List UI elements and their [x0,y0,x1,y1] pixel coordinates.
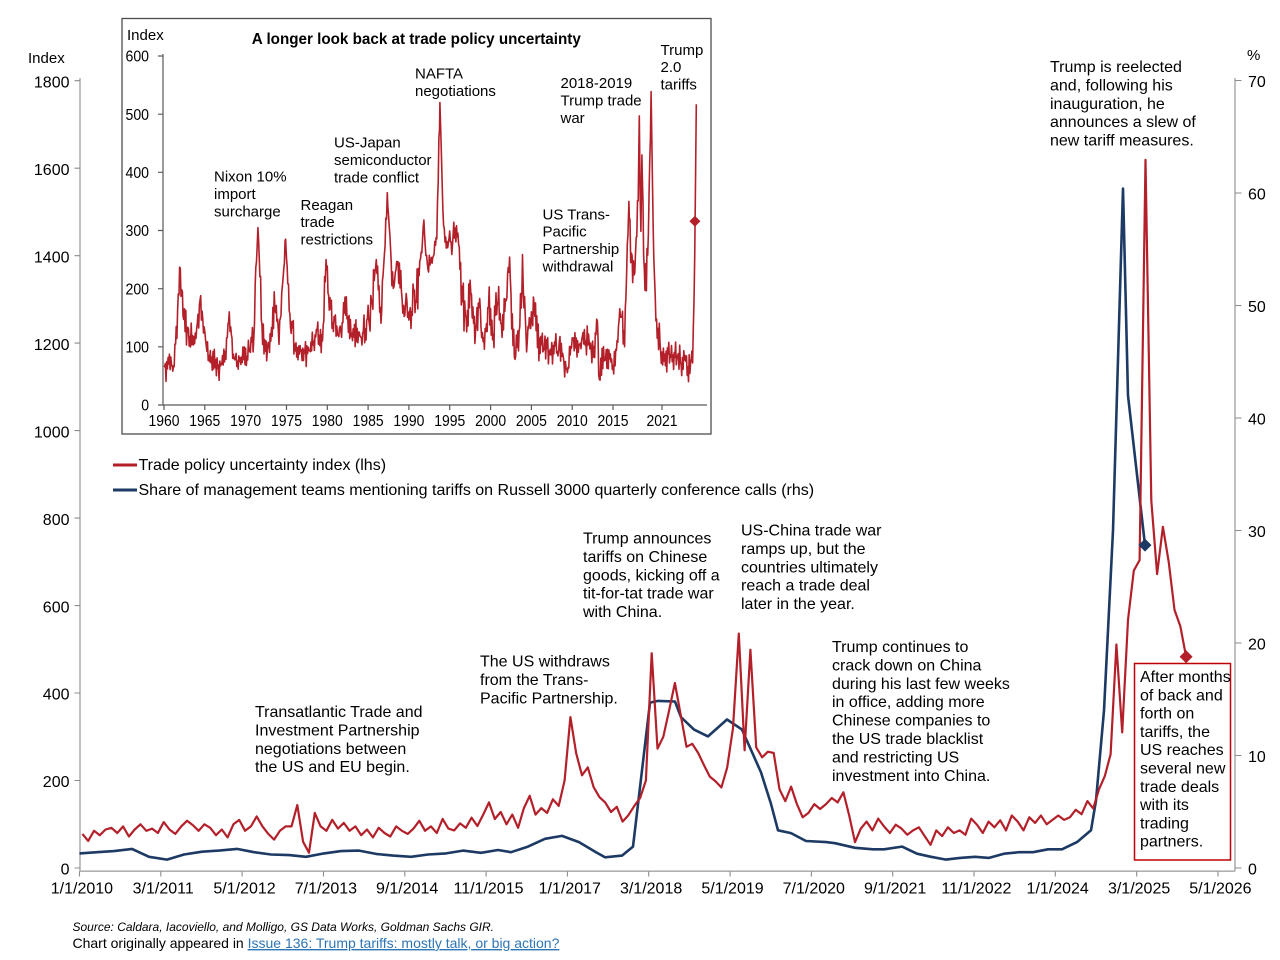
svg-text:100: 100 [126,340,150,357]
svg-text:1200: 1200 [34,337,70,354]
svg-text:1/1/2010: 1/1/2010 [51,881,113,898]
svg-text:200: 200 [126,281,150,298]
svg-text:9/1/2021: 9/1/2021 [864,881,926,898]
svg-text:800: 800 [43,512,70,529]
svg-text:600: 600 [126,49,150,66]
svg-text:Source: Caldara, Iacoviello, a: Source: Caldara, Iacoviello, and Molligo… [73,920,495,934]
svg-text:1965: 1965 [189,413,220,430]
svg-text:2000: 2000 [475,413,506,430]
svg-text:2021: 2021 [647,413,678,430]
svg-text:7/1/2020: 7/1/2020 [783,881,845,898]
svg-text:1980: 1980 [312,413,343,430]
svg-text:1985: 1985 [353,413,384,430]
svg-text:30: 30 [1248,524,1266,541]
svg-text:0: 0 [141,398,149,415]
svg-text:%: % [1247,47,1260,64]
svg-text:60: 60 [1248,187,1266,204]
svg-text:300: 300 [126,223,150,240]
svg-text:Share of management teams ment: Share of management teams mentioning tar… [139,482,815,499]
svg-text:7/1/2013: 7/1/2013 [295,881,357,898]
svg-text:11/1/2022: 11/1/2022 [941,881,1011,898]
svg-text:3/1/2011: 3/1/2011 [133,881,194,898]
svg-text:2015: 2015 [598,413,629,430]
svg-text:A longer look back at trade po: A longer look back at trade policy uncer… [252,31,581,48]
svg-text:1800: 1800 [34,74,70,91]
svg-text:1975: 1975 [271,413,302,430]
svg-text:1000: 1000 [34,424,70,441]
svg-text:11/1/2015: 11/1/2015 [454,881,524,898]
svg-text:600: 600 [43,599,70,616]
svg-text:200: 200 [43,774,70,791]
svg-text:5/1/2012: 5/1/2012 [213,881,275,898]
svg-text:1995: 1995 [434,413,465,430]
svg-text:0: 0 [1248,862,1257,879]
svg-text:Index: Index [127,27,164,44]
svg-text:1970: 1970 [230,413,261,430]
svg-text:2010: 2010 [557,413,588,430]
svg-text:1/1/2017: 1/1/2017 [539,881,601,898]
svg-text:0: 0 [61,862,70,879]
svg-text:40: 40 [1248,412,1266,429]
svg-text:5/1/2026: 5/1/2026 [1189,881,1251,898]
svg-text:5/1/2019: 5/1/2019 [701,881,763,898]
svg-text:Trade policy uncertainty index: Trade policy uncertainty index (lhs) [139,457,387,474]
svg-text:Chart originally appeared in I: Chart originally appeared in Issue 136: … [73,935,560,951]
svg-text:400: 400 [43,687,70,704]
svg-text:1400: 1400 [34,249,70,266]
svg-text:2005: 2005 [516,413,547,430]
svg-text:1960: 1960 [149,413,180,430]
svg-text:Index: Index [28,50,65,67]
svg-text:3/1/2018: 3/1/2018 [620,881,682,898]
svg-text:1600: 1600 [34,162,70,179]
svg-text:1/1/2024: 1/1/2024 [1027,881,1089,898]
svg-text:50: 50 [1248,299,1266,316]
svg-text:3/1/2025: 3/1/2025 [1108,881,1170,898]
svg-text:500: 500 [126,107,150,124]
svg-text:1990: 1990 [393,413,424,430]
svg-text:20: 20 [1248,637,1266,654]
svg-text:70: 70 [1248,74,1266,91]
svg-text:9/1/2014: 9/1/2014 [376,881,438,898]
svg-text:400: 400 [126,165,150,182]
svg-text:10: 10 [1248,749,1266,766]
